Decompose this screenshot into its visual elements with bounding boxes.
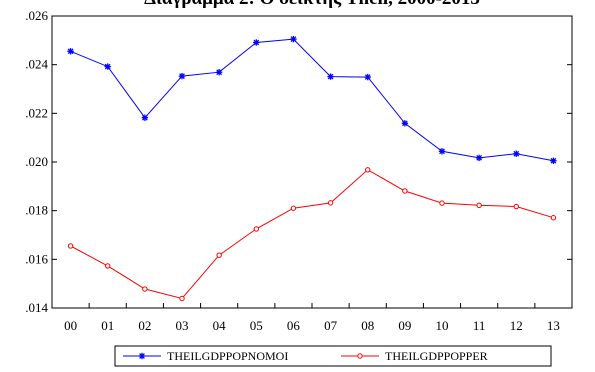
x-axis: 00 01 02 03 04 05 06 07 08 09 10 11 12 13 [51, 303, 573, 333]
data-point [439, 200, 445, 206]
legend: THEILGDPPOPNOMOI THEILGDPPOPPER [114, 345, 552, 367]
legend-box [114, 345, 552, 367]
data-point [179, 295, 185, 302]
data-point [513, 150, 520, 157]
x-tick-label: 12 [510, 318, 523, 333]
data-point [327, 73, 334, 80]
data-point [550, 215, 557, 221]
data-point [67, 243, 74, 249]
series-theilgdppopnomoi [67, 35, 557, 164]
y-axis: .014 .016 .018 .020 .022 .024 .026 [25, 8, 572, 315]
x-tick-label: 04 [213, 318, 227, 333]
y-tick-label: .016 [25, 251, 48, 266]
x-tick-label: 11 [473, 318, 486, 333]
x-tick-label: 03 [176, 318, 189, 333]
y-tick-label: .014 [25, 300, 48, 315]
data-point [438, 148, 446, 155]
data-point [364, 73, 371, 81]
data-point [216, 252, 222, 258]
data-point [290, 35, 297, 43]
series-theilgdppopper [67, 167, 557, 302]
data-point [253, 39, 260, 46]
y-tick-label: .026 [25, 8, 48, 23]
data-point [178, 72, 186, 80]
data-point [401, 120, 409, 127]
data-point [253, 226, 259, 232]
legend-marker [357, 353, 363, 359]
chart-title: Διάγραμμα 2: Ο δείκτης Theil, 2000-2013 [144, 0, 480, 9]
series-layer [67, 35, 557, 302]
x-tick-label: 07 [324, 318, 338, 333]
legend-label: THEILGDPPOPPER [385, 349, 488, 363]
y-tick-label: .024 [25, 57, 48, 72]
data-point [550, 157, 557, 164]
data-point [67, 48, 74, 55]
data-point [215, 69, 223, 76]
y-tick-label: .020 [25, 154, 48, 169]
legend-entry: THEILGDPPOPPER [341, 349, 488, 363]
plot-frame [51, 15, 573, 309]
x-tick-label: 06 [287, 318, 301, 333]
x-tick-label: 00 [64, 318, 77, 333]
data-point [402, 188, 408, 194]
x-tick-label: 08 [361, 318, 374, 333]
series-line [70, 38, 554, 162]
legend-marker [138, 352, 146, 360]
data-point [327, 200, 334, 206]
data-point [513, 203, 519, 210]
legend-label: THEILGDPPOPNOMOI [167, 349, 288, 363]
x-tick-label: 09 [398, 318, 411, 333]
series-line [70, 169, 554, 300]
y-tick-label: .022 [25, 105, 48, 120]
x-tick-label: 10 [436, 318, 449, 333]
x-tick-label: 02 [138, 318, 151, 333]
data-point [365, 167, 371, 173]
legend-entry: THEILGDPPOPNOMOI [123, 349, 288, 363]
plot-border [51, 15, 573, 309]
data-point [475, 154, 483, 162]
x-tick-label: 13 [547, 318, 560, 333]
y-tick-label: .018 [25, 203, 48, 218]
data-point [142, 286, 148, 292]
data-point [104, 63, 111, 70]
data-point [141, 114, 149, 121]
data-point [290, 205, 297, 211]
x-tick-label: 05 [250, 318, 263, 333]
x-tick-label: 01 [101, 318, 114, 333]
data-point [476, 202, 482, 209]
data-point [105, 263, 111, 269]
